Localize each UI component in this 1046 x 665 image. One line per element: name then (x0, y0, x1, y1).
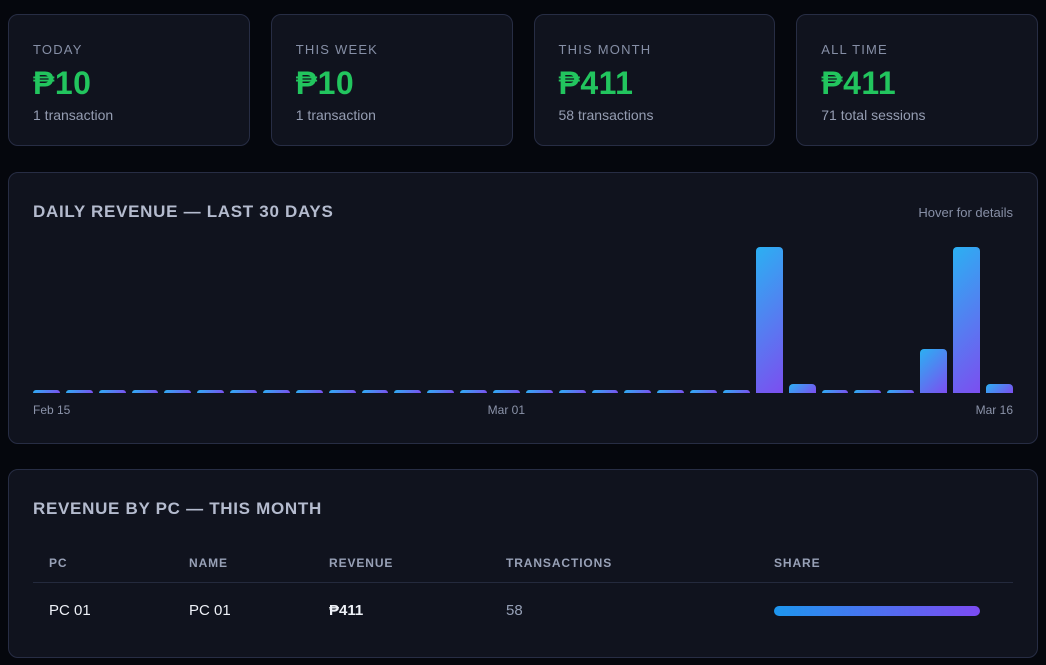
bar-mar-07[interactable] (690, 390, 718, 393)
column-header-share: SHARE (774, 556, 821, 570)
share-bar-track (758, 605, 980, 616)
stat-label: THIS WEEK (295, 42, 379, 57)
cell-pc: PC 01 (49, 602, 91, 619)
bar-feb-22[interactable] (263, 390, 290, 393)
column-header-revenue: REVENUE (329, 556, 394, 570)
bar-feb-26[interactable] (394, 390, 422, 393)
cell-name: PC 01 (189, 602, 231, 619)
bar-mar-05[interactable] (624, 390, 652, 393)
share-bar-fill (774, 605, 980, 616)
axis-label-end: Mar 16 (975, 403, 1013, 417)
stat-label: ALL TIME (821, 42, 888, 57)
daily-revenue-panel: DAILY REVENUE — LAST 30 DAYS Hover for d… (8, 172, 1038, 444)
bar-mar-02[interactable] (525, 390, 553, 393)
bar-mar-04[interactable] (591, 390, 619, 393)
bar-mar-03[interactable] (558, 390, 586, 393)
bar-feb-23[interactable] (295, 390, 323, 393)
table-header-row: PC NAME REVENUE TRANSACTIONS SHARE (33, 556, 1013, 583)
stat-card-this-month: THIS MONTH ₱411 58 transactions (533, 14, 776, 146)
stat-card-this-week: THIS WEEK ₱10 1 transaction (270, 14, 513, 146)
bar-mar-16[interactable] (985, 384, 1013, 393)
bar-mar-10[interactable] (788, 384, 816, 393)
bar-feb-24[interactable] (328, 390, 356, 393)
stat-card-today: TODAY ₱10 1 transaction (8, 14, 250, 146)
x-axis: Feb 15 Mar 01 Mar 16 (33, 403, 1013, 419)
axis-label-start: Feb 15 (33, 403, 71, 417)
bar-mar-15[interactable] (953, 247, 980, 393)
bar-feb-21[interactable] (230, 390, 258, 393)
bar-feb-19[interactable] (164, 390, 192, 393)
stat-value: ₱411 (821, 65, 897, 101)
bar-feb-16[interactable] (65, 390, 93, 393)
table-row: PC 01 PC 01 ₱411 58 (33, 583, 1013, 620)
table-title: REVENUE BY PC — THIS MONTH (33, 499, 322, 518)
stat-label: THIS MONTH (558, 42, 652, 57)
bar-mar-12[interactable] (854, 390, 882, 393)
stat-subtitle: 58 transactions (558, 107, 654, 123)
stat-cards-row: TODAY ₱10 1 transaction THIS WEEK ₱10 1 … (8, 14, 1038, 146)
bar-mar-01[interactable] (493, 390, 520, 393)
bar-feb-25[interactable] (361, 390, 389, 393)
hover-hint: Hover for details (918, 205, 1013, 220)
chart-header: DAILY REVENUE — LAST 30 DAYS Hover for d… (33, 201, 1013, 223)
cell-transactions: 58 (506, 602, 523, 619)
bar-mar-06[interactable] (657, 390, 685, 393)
stat-value: ₱10 (33, 65, 92, 101)
revenue-by-pc-panel: REVENUE BY PC — THIS MONTH PC NAME REVEN… (8, 469, 1038, 658)
stat-subtitle: 1 transaction (295, 107, 376, 123)
stat-value: ₱411 (558, 65, 634, 101)
chart-title: DAILY REVENUE — LAST 30 DAYS (33, 202, 334, 221)
axis-label-mid: Mar 01 (487, 403, 526, 417)
daily-revenue-bar-chart[interactable] (33, 247, 1013, 393)
bar-mar-14[interactable] (920, 349, 948, 393)
cell-revenue: ₱411 (329, 602, 364, 619)
bar-feb-18[interactable] (131, 390, 159, 393)
column-header-pc: PC (49, 556, 68, 570)
bar-feb-20[interactable] (197, 390, 225, 393)
stat-subtitle: 1 transaction (33, 107, 114, 123)
bar-feb-27[interactable] (427, 390, 455, 393)
stat-value: ₱10 (295, 65, 355, 101)
bar-feb-28[interactable] (460, 390, 488, 393)
bar-mar-08[interactable] (723, 390, 750, 393)
stat-label: TODAY (33, 42, 83, 57)
bar-mar-09[interactable] (755, 247, 783, 393)
bar-mar-11[interactable] (821, 390, 849, 393)
stat-card-all-time: ALL TIME ₱411 71 total sessions (796, 14, 1038, 146)
column-header-transactions: TRANSACTIONS (506, 556, 613, 570)
bar-feb-17[interactable] (98, 390, 126, 393)
column-header-name: NAME (189, 556, 228, 570)
bar-feb-15[interactable] (33, 390, 60, 393)
stat-subtitle: 71 total sessions (821, 107, 926, 123)
bar-mar-13[interactable] (887, 390, 915, 393)
